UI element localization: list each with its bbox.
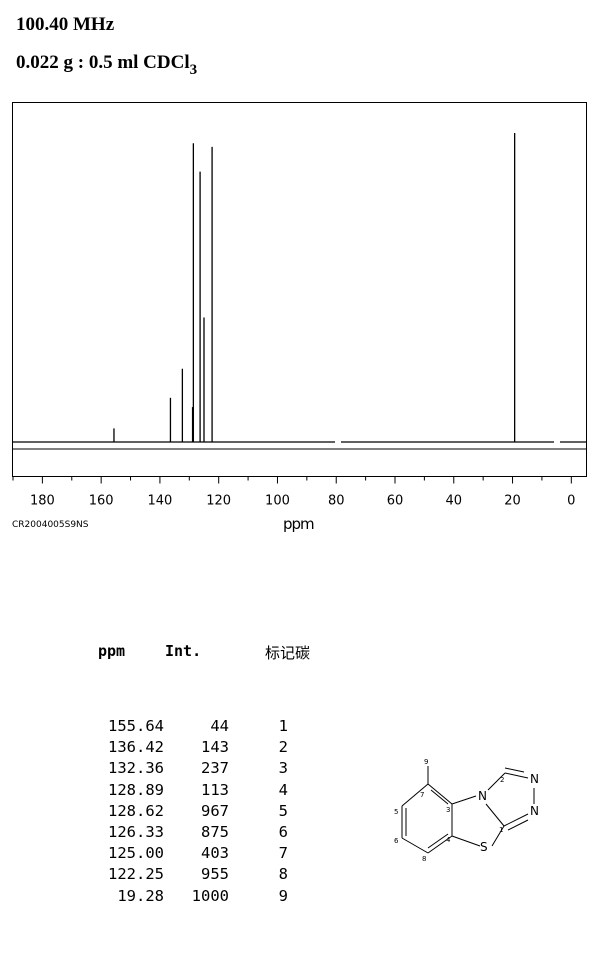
cell-intensity: 143 xyxy=(201,738,229,757)
x-tick-label-80: 80 xyxy=(328,494,345,509)
x-tick-label-0: 0 xyxy=(567,494,575,509)
table-row: 136.42 143 2 xyxy=(96,737,288,758)
cell-intensity: 875 xyxy=(201,823,229,842)
header-intensity: Int. xyxy=(165,642,202,660)
nmr-spectrum-chart: 180 160 140 120 100 80 60 40 20 0 xyxy=(12,102,587,509)
cell-ppm: 19.28 xyxy=(117,886,164,905)
cell-label: 7 xyxy=(278,844,288,863)
cell-intensity: 955 xyxy=(201,865,229,884)
cell-ppm: 128.89 xyxy=(108,780,164,799)
atom-s: S xyxy=(480,840,488,854)
cell-label: 9 xyxy=(278,886,288,905)
cell-intensity: 967 xyxy=(201,801,229,820)
header-carbon-label: 标记碳 xyxy=(265,644,311,662)
sample-text: 0.022 g : 0.5 ml CDCl xyxy=(16,52,190,73)
x-tick-label-60: 60 xyxy=(387,494,404,509)
x-axis-ticks: 180 160 140 120 100 80 60 40 20 0 xyxy=(12,476,575,509)
x-tick-label-140: 140 xyxy=(148,494,173,509)
cell-intensity: 44 xyxy=(210,717,229,735)
atom-n1: N xyxy=(478,789,487,803)
cell-ppm: 125.00 xyxy=(108,844,164,863)
cell-label: 1 xyxy=(278,717,288,735)
cell-label: 3 xyxy=(278,759,288,778)
x-tick-label-180: 180 xyxy=(30,494,55,509)
x-tick-label-120: 120 xyxy=(206,494,231,509)
table-row: 128.62 967 5 xyxy=(96,801,288,822)
carbon-number-6: 6 xyxy=(394,837,399,845)
table-row: 125.00 403 7 xyxy=(96,843,288,864)
cell-ppm: 155.64 xyxy=(108,717,164,735)
x-tick-label-40: 40 xyxy=(445,494,462,509)
x-tick-label-20: 20 xyxy=(504,494,521,509)
sample-subscript: 3 xyxy=(189,62,198,78)
carbon-number-1: 1 xyxy=(499,826,503,834)
table-row: 122.25 955 8 xyxy=(96,864,288,885)
table-row: 126.33 875 6 xyxy=(96,822,288,843)
carbon-number-5: 5 xyxy=(394,808,398,816)
cell-intensity: 237 xyxy=(201,759,229,778)
cell-label: 8 xyxy=(278,865,288,884)
molecule-bonds xyxy=(401,766,535,854)
cell-intensity: 1000 xyxy=(191,886,229,905)
carbon-number-3: 3 xyxy=(446,806,450,814)
cell-ppm: 126.33 xyxy=(108,823,164,842)
carbon-number-9: 9 xyxy=(424,758,428,766)
peak-group xyxy=(113,133,516,442)
cell-label: 4 xyxy=(278,780,288,799)
sample-description: 0.022 g : 0.5 ml CDCl3 xyxy=(16,52,197,79)
table-row: 128.89 113 4 xyxy=(96,780,288,801)
carbon-number-7: 7 xyxy=(420,791,424,799)
cell-label: 6 xyxy=(278,823,288,842)
cell-ppm: 128.62 xyxy=(108,801,164,820)
cell-intensity: 403 xyxy=(201,844,229,863)
peak-table: 155.64 44 1 136.42 143 2 132.36 237 3 128.89 11… xyxy=(96,716,288,907)
cell-label: 2 xyxy=(278,738,288,757)
molecule-structure: N N N S 1 2 3 4 5 6 7 8 9 xyxy=(394,758,539,863)
carbon-number-8: 8 xyxy=(422,855,426,863)
x-tick-label-100: 100 xyxy=(265,494,290,509)
spectrometer-frequency: 100.40 MHz xyxy=(16,14,115,35)
table-row: 155.64 44 1 xyxy=(96,716,288,737)
table-row: 132.36 237 3 xyxy=(96,758,288,779)
x-tick-label-160: 160 xyxy=(89,494,114,509)
atom-n3: N xyxy=(530,804,539,818)
x-axis-label: ppm xyxy=(283,515,315,533)
carbon-number-2: 2 xyxy=(500,776,504,784)
plot-frame xyxy=(12,102,587,477)
cell-ppm: 122.25 xyxy=(108,865,164,884)
cell-ppm: 136.42 xyxy=(108,738,164,757)
spectrum-code: CR2004005S9NS xyxy=(12,520,89,530)
cell-intensity: 113 xyxy=(201,780,229,799)
cell-label: 5 xyxy=(278,801,288,820)
header-ppm: ppm xyxy=(98,642,126,660)
atom-n2: N xyxy=(530,772,539,786)
carbon-number-4: 4 xyxy=(446,836,451,844)
cell-ppm: 132.36 xyxy=(108,759,164,778)
table-row: 19.28 1000 9 xyxy=(96,886,288,907)
